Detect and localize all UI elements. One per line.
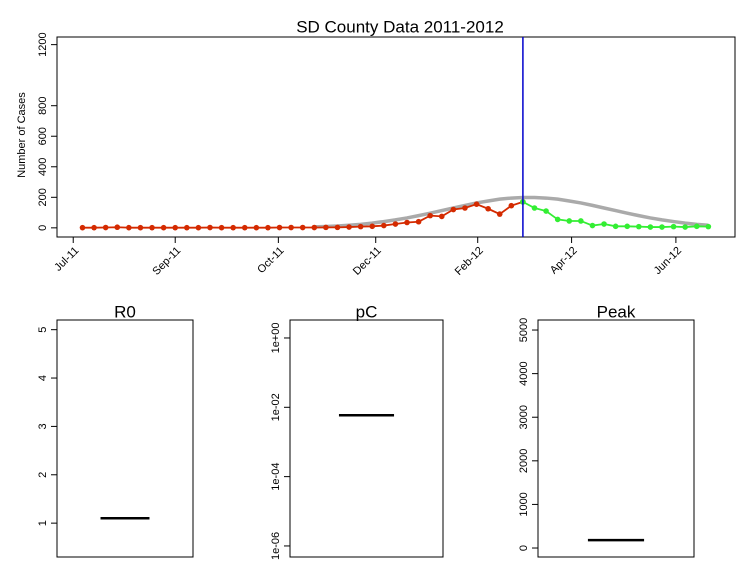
data-point xyxy=(392,221,399,227)
data-point xyxy=(276,224,283,231)
x-tick-label: Sep-11 xyxy=(150,245,183,278)
panel-title: R0 xyxy=(114,302,136,321)
y-tick-label: 200 xyxy=(37,188,49,206)
data-point xyxy=(415,218,422,225)
data-point xyxy=(265,224,271,231)
data-point xyxy=(126,224,132,231)
data-point xyxy=(438,213,445,220)
y-tick-label: 1000 xyxy=(518,492,530,516)
data-point xyxy=(496,211,503,217)
data-point xyxy=(288,224,294,231)
data-point xyxy=(230,224,236,231)
data-point xyxy=(137,224,144,231)
y-tick-label: 0 xyxy=(518,545,530,551)
data-point xyxy=(693,223,700,230)
x-tick-label: Dec-11 xyxy=(351,245,384,278)
plot-frame xyxy=(537,319,695,558)
y-tick-label: 800 xyxy=(37,97,49,115)
data-point xyxy=(705,223,712,230)
y-tick-label: 400 xyxy=(37,158,49,176)
panel-title: pC xyxy=(356,302,378,321)
y-tick-label: 4000 xyxy=(518,361,530,385)
data-point xyxy=(311,224,318,231)
data-point xyxy=(682,224,688,230)
data-point xyxy=(323,224,329,231)
data-point xyxy=(369,223,376,230)
data-point xyxy=(670,223,677,230)
x-tick-label: Apr-12 xyxy=(548,245,580,277)
y-axis-label: Number of Cases xyxy=(16,92,28,178)
y-tick-label: 2 xyxy=(37,472,49,478)
data-point xyxy=(636,223,642,230)
panel-title: Peak xyxy=(597,302,636,321)
data-point xyxy=(381,222,387,229)
series-line xyxy=(314,195,709,229)
data-point xyxy=(253,224,260,231)
data-point xyxy=(218,224,225,231)
data-point xyxy=(531,205,538,211)
data-point xyxy=(601,221,607,227)
data-point xyxy=(114,224,121,231)
plot-frame xyxy=(56,36,736,238)
data-point xyxy=(566,218,573,224)
data-point xyxy=(624,223,631,230)
data-point xyxy=(404,219,410,226)
y-tick-label: 3 xyxy=(37,423,49,429)
data-point xyxy=(357,223,364,230)
data-point xyxy=(462,205,468,211)
plot-frame xyxy=(56,319,194,558)
data-point xyxy=(299,224,306,231)
data-point xyxy=(195,224,202,231)
data-point xyxy=(647,224,654,230)
x-tick-label: Jul-11 xyxy=(52,245,81,274)
y-tick-label: 5 xyxy=(37,327,49,333)
data-point xyxy=(554,216,561,223)
data-point xyxy=(485,205,491,212)
data-point xyxy=(79,224,86,231)
y-tick-label: 1e-02 xyxy=(270,393,282,421)
data-point xyxy=(149,224,155,231)
y-tick-label: 1200 xyxy=(37,32,49,56)
data-point xyxy=(427,212,433,219)
data-point xyxy=(334,224,341,231)
data-point xyxy=(612,223,619,230)
x-tick-label: Jun-12 xyxy=(652,245,684,277)
y-tick-label: 600 xyxy=(37,127,49,145)
y-tick-label: 4 xyxy=(37,375,49,381)
data-point xyxy=(578,218,584,224)
data-point xyxy=(450,206,457,213)
y-tick-label: 1e-06 xyxy=(270,532,282,560)
y-tick-label: 0 xyxy=(37,225,49,231)
y-tick-label: 2000 xyxy=(518,449,530,473)
data-point xyxy=(102,224,109,231)
plot-frame xyxy=(289,319,444,558)
x-tick-label: Oct-11 xyxy=(255,245,286,276)
y-tick-label: 5000 xyxy=(518,318,530,342)
y-tick-label: 1e+00 xyxy=(270,323,282,354)
chart-title: SD County Data 2011-2012 xyxy=(296,17,504,36)
data-point xyxy=(172,224,179,231)
data-point xyxy=(346,224,352,230)
data-point xyxy=(207,224,213,231)
y-tick-label: 1 xyxy=(37,520,49,526)
data-point xyxy=(659,224,665,230)
data-point xyxy=(508,202,515,209)
data-point xyxy=(543,208,549,214)
data-point xyxy=(184,224,190,231)
data-point xyxy=(589,222,596,229)
data-point xyxy=(160,224,167,231)
y-tick-label: 3000 xyxy=(518,405,530,429)
data-point xyxy=(91,224,97,231)
data-point xyxy=(241,224,248,231)
x-tick-label: Feb-12 xyxy=(453,245,486,278)
y-tick-label: 1e-04 xyxy=(270,463,282,491)
data-point xyxy=(473,201,480,207)
